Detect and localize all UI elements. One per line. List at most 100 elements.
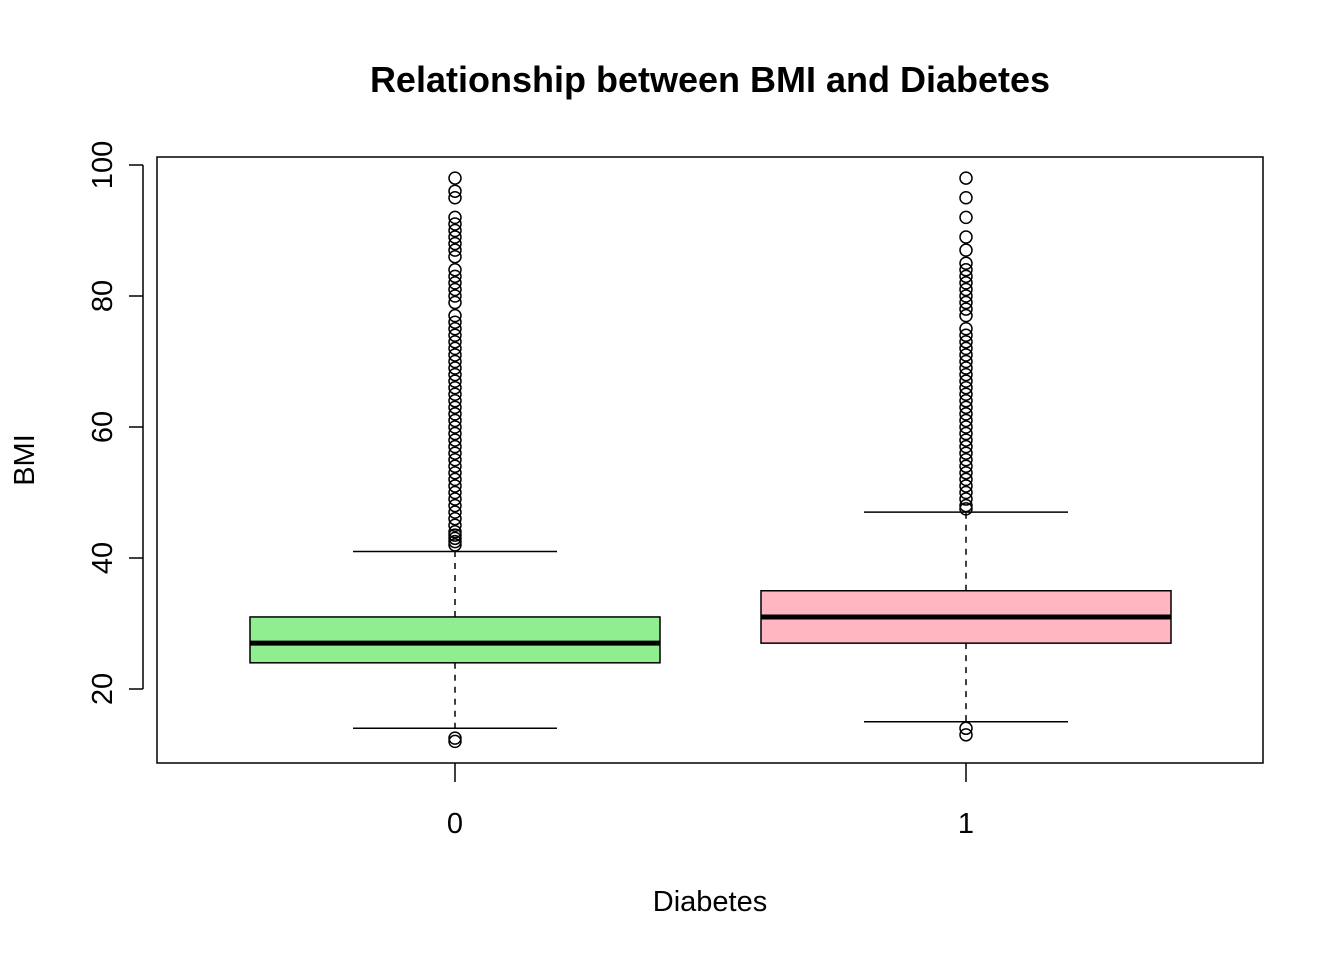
outlier-point xyxy=(448,322,462,336)
outlier-point xyxy=(959,433,973,447)
x-axis-label: Diabetes xyxy=(653,886,767,918)
outlier-point xyxy=(959,256,973,270)
outlier-point xyxy=(448,479,462,493)
outlier-point xyxy=(959,413,973,428)
outlier-point xyxy=(448,354,462,369)
outlier-point xyxy=(448,361,462,375)
outlier-point xyxy=(448,394,462,408)
outlier-point xyxy=(448,276,462,290)
outlier-point xyxy=(448,191,462,205)
outlier-point xyxy=(448,498,462,513)
outlier-point xyxy=(959,243,973,257)
outlier-point xyxy=(448,446,462,460)
outlier-point xyxy=(448,426,462,441)
outlier-point xyxy=(959,276,973,290)
y-tick-label: 40 xyxy=(87,542,119,574)
outlier-point xyxy=(448,505,462,519)
x-tick-label: 1 xyxy=(958,808,974,840)
outlier-point xyxy=(448,472,462,487)
outlier-point xyxy=(959,374,973,388)
y-axis-label: BMI xyxy=(9,434,41,486)
outlier-point xyxy=(959,721,973,736)
outlier-point xyxy=(448,236,462,251)
outlier-point xyxy=(959,394,973,408)
outlier-point xyxy=(959,446,973,460)
outlier-point xyxy=(448,387,462,401)
outlier-point xyxy=(959,367,973,382)
outlier-point xyxy=(959,354,973,369)
outlier-point xyxy=(959,498,973,513)
outlier-point xyxy=(959,485,973,500)
y-axis: 20 40 60 80 100 xyxy=(87,141,144,705)
outlier-point xyxy=(448,335,462,349)
outlier-point xyxy=(448,223,462,238)
outlier-point xyxy=(448,734,462,749)
outlier-point xyxy=(448,341,462,356)
x-tick-label: 0 xyxy=(447,808,463,840)
outlier-point xyxy=(959,387,973,401)
outlier-point xyxy=(959,322,973,336)
outlier-point xyxy=(448,374,462,388)
chart-title: Relationship between BMI and Diabetes xyxy=(370,59,1050,100)
outlier-point xyxy=(448,511,462,526)
y-tick-label: 60 xyxy=(87,411,119,443)
outlier-point xyxy=(448,485,462,500)
outlier-point xyxy=(448,282,462,297)
outlier-point xyxy=(448,459,462,474)
outlier-point xyxy=(448,269,462,284)
outlier-point xyxy=(448,210,462,225)
outlier-point xyxy=(448,217,462,231)
outlier-point xyxy=(448,348,462,362)
y-tick-label: 80 xyxy=(87,280,119,312)
outlier-point xyxy=(959,341,973,356)
box-1 xyxy=(760,171,1172,742)
outlier-point xyxy=(448,518,462,532)
outlier-point xyxy=(448,439,462,454)
outlier-point xyxy=(448,531,462,546)
outlier-point xyxy=(448,407,462,421)
outlier-point xyxy=(448,420,462,434)
y-tick-label: 100 xyxy=(87,141,119,189)
outlier-point xyxy=(448,433,462,447)
outlier-point xyxy=(448,328,462,343)
outlier-point xyxy=(959,380,973,395)
outlier-point xyxy=(448,492,462,506)
outlier-point xyxy=(959,420,973,434)
outlier-point xyxy=(959,472,973,487)
outlier-point xyxy=(448,528,462,542)
outlier-point xyxy=(448,243,462,257)
outlier-point xyxy=(448,534,462,549)
outlier-point xyxy=(959,502,973,516)
plot-frame xyxy=(156,156,1264,764)
outlier-point xyxy=(959,335,973,349)
outlier-point xyxy=(959,459,973,474)
outlier-point xyxy=(959,295,973,310)
outlier-point xyxy=(959,302,973,316)
iqr-box xyxy=(249,616,661,664)
outlier-point xyxy=(959,263,973,277)
outlier-point xyxy=(959,400,973,415)
outlier-point xyxy=(448,538,462,552)
outlier-point xyxy=(959,210,973,225)
outlier-point xyxy=(448,453,462,467)
outlier-point xyxy=(959,466,973,480)
outlier-point xyxy=(448,731,462,745)
outlier-point xyxy=(448,249,462,264)
box-group xyxy=(249,171,1172,749)
outlier-point xyxy=(959,728,973,742)
outlier-point xyxy=(448,263,462,277)
outlier-point xyxy=(448,380,462,395)
outlier-point xyxy=(448,230,462,244)
outlier-point xyxy=(959,407,973,421)
outlier-point xyxy=(448,315,462,329)
outlier-point xyxy=(448,466,462,480)
outlier-point xyxy=(959,308,973,323)
outlier-point xyxy=(959,230,973,244)
outlier-point xyxy=(959,191,973,205)
outlier-point xyxy=(959,269,973,284)
outlier-point xyxy=(959,282,973,297)
outlier-point xyxy=(448,413,462,428)
outlier-point xyxy=(959,439,973,454)
